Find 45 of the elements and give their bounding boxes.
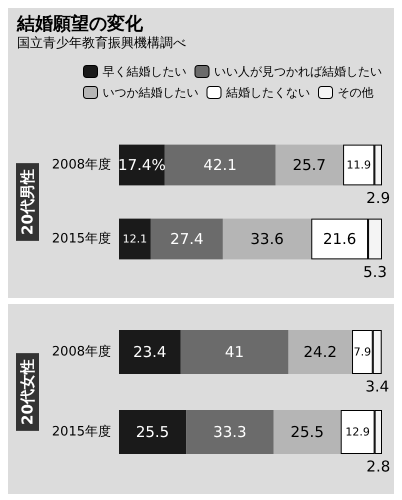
data-label: 23.4	[133, 343, 166, 361]
data-label: 2.8	[366, 458, 390, 476]
data-label: 5.3	[363, 262, 387, 281]
y-tick-label: 2015年度	[52, 424, 111, 440]
data-label: 25.7	[292, 156, 326, 174]
data-label: 25.5	[136, 423, 170, 441]
bar	[222, 218, 312, 260]
data-label: 33.6	[250, 230, 284, 248]
data-label: 3.4	[365, 378, 390, 396]
chart-title: 結婚願望の変化	[16, 14, 144, 34]
data-label: 17.4%	[118, 156, 166, 174]
data-label: 24.2	[303, 343, 337, 361]
data-label: 33.3	[213, 423, 247, 441]
data-label: 11.9	[346, 158, 371, 172]
data-label: 2.9	[366, 188, 390, 207]
y-axis-title: 20代女性	[18, 359, 36, 425]
bar	[119, 144, 165, 186]
bar	[119, 410, 186, 454]
legend-label: 早く結婚したい	[102, 64, 186, 78]
legend-label: その他	[338, 86, 374, 100]
bar	[186, 410, 274, 454]
bar	[150, 218, 223, 260]
data-label: 21.6	[322, 230, 356, 248]
bar	[288, 330, 352, 374]
chart-subtitle: 国立青少年教育振興機構調べ	[17, 35, 186, 51]
bar	[274, 410, 341, 454]
data-label: 41	[224, 343, 244, 361]
bar	[119, 218, 151, 260]
data-label: 27.4	[170, 230, 204, 248]
bar	[180, 330, 288, 374]
data-label: 7.9	[354, 346, 372, 358]
y-tick-label: 2015年度	[52, 230, 111, 246]
bar	[164, 144, 276, 186]
data-label: 25.5	[290, 423, 324, 441]
y-axis-title: 20代男性	[18, 169, 36, 235]
bar	[275, 144, 344, 186]
y-tick-label: 2008年度	[52, 156, 111, 172]
legend-label: 結婚したくない	[225, 86, 310, 100]
bar	[119, 330, 181, 374]
data-label: 42.1	[203, 156, 237, 174]
data-label: 12.1	[122, 232, 148, 246]
data-label: 12.9	[345, 426, 370, 438]
legend-label: いつか結婚したい	[102, 86, 198, 100]
y-tick-label: 2008年度	[52, 344, 111, 360]
legend-label: いい人が見つかれば結婚したい	[214, 64, 382, 78]
